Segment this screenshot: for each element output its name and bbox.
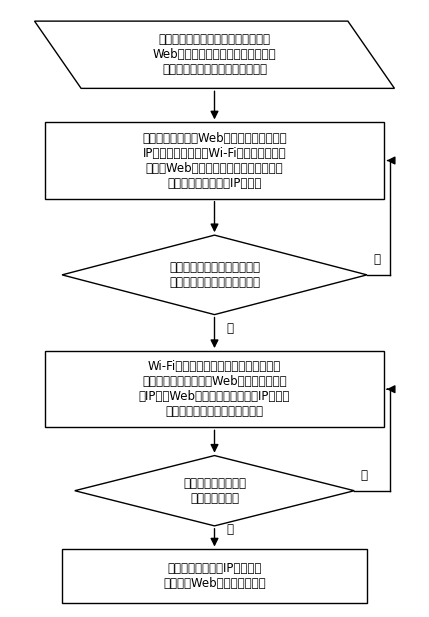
Polygon shape xyxy=(75,455,354,526)
Polygon shape xyxy=(62,235,367,315)
Text: Wi-Fi接入控制服务器通过对路由进行配
置，为该账户信息添加Web认证账户，并为
该IP进行Web认证操作。此时，该IP对应的
智能终端设备可进行上网操作。: Wi-Fi接入控制服务器通过对路由进行配 置，为该账户信息添加Web认证账户，并… xyxy=(139,360,290,418)
Text: 将该脱网设备对应IP地址的账
号密码从Web认证账户中清除: 将该脱网设备对应IP地址的账 号密码从Web认证账户中清除 xyxy=(163,562,266,590)
Text: 用户首次进入该系统任一运营地点的
Web认证无线路由器覆盖范围后，利
用智能终端设备建立用户账户注册: 用户首次进入该系统任一运营地点的 Web认证无线路由器覆盖范围后，利 用智能终端… xyxy=(153,33,276,77)
Bar xyxy=(62,549,367,603)
Polygon shape xyxy=(35,21,394,88)
Text: 否: 否 xyxy=(373,253,380,266)
Text: 是: 是 xyxy=(227,321,233,334)
Text: 判断该申请接入智能终端设备
发送来的账户信息是否合法？: 判断该申请接入智能终端设备 发送来的账户信息是否合法？ xyxy=(169,261,260,289)
Text: 是: 是 xyxy=(227,523,233,536)
Text: 否: 否 xyxy=(361,468,368,481)
Text: 监听是否有智能终端
设备脱网下线？: 监听是否有智能终端 设备脱网下线？ xyxy=(183,477,246,505)
Text: 智能终端设备连接Web认证无线路由器获取
IP和输入账户信息，Wi-Fi接入控制服务器
监听其Web认证申请，并获取用户输入账
号、密码以及局域网IP地址。: 智能终端设备连接Web认证无线路由器获取 IP和输入账户信息，Wi-Fi接入控制… xyxy=(142,131,287,189)
Bar xyxy=(45,351,384,428)
Bar xyxy=(45,122,384,199)
